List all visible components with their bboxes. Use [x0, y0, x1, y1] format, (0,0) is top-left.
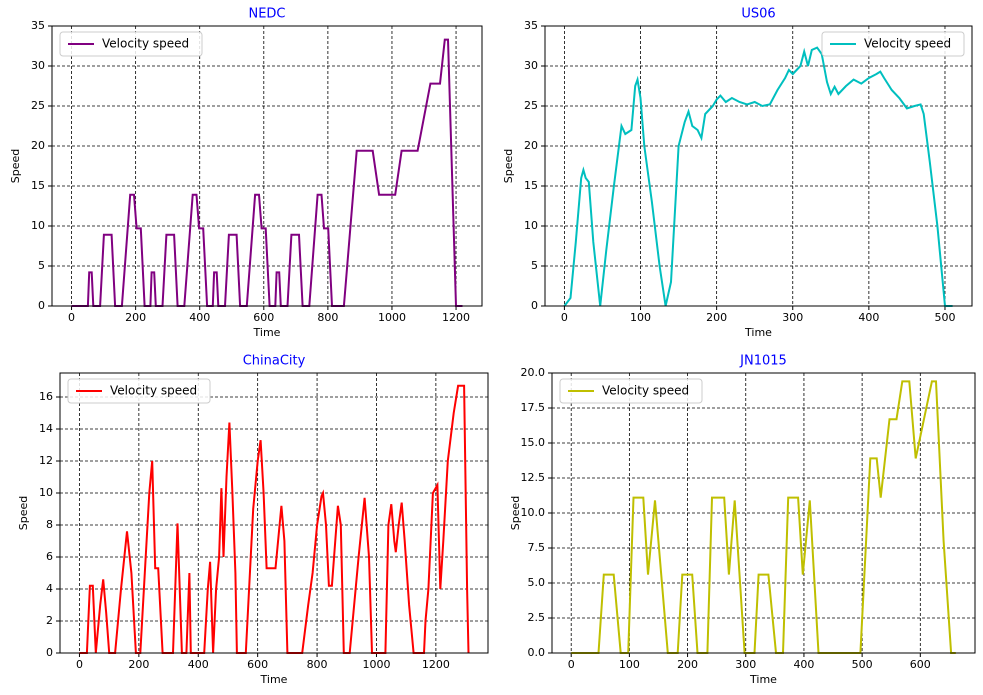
- y-tick-label: 14: [39, 422, 53, 435]
- y-axis-label: Speed: [17, 496, 30, 530]
- plot-frame: [551, 372, 976, 654]
- y-tick-label: 30: [524, 59, 538, 72]
- y-tick-label: 15: [31, 179, 45, 192]
- y-tick-label: 5.0: [528, 576, 546, 589]
- y-tick-label: 2.5: [528, 611, 546, 624]
- legend-label: Velocity speed: [102, 37, 189, 51]
- x-tick-label: 400: [188, 658, 209, 671]
- x-tick-label: 1000: [378, 311, 406, 324]
- y-tick-label: 12.5: [521, 471, 546, 484]
- x-tick-label: 600: [253, 311, 274, 324]
- plot-frame: [59, 372, 489, 654]
- y-tick-label: 0: [38, 299, 45, 312]
- y-tick-label: 30: [31, 59, 45, 72]
- x-tick-label: 200: [128, 658, 149, 671]
- y-tick-label: 0.0: [528, 646, 546, 659]
- y-tick-label: 4: [46, 582, 53, 595]
- x-tick-label: 100: [619, 658, 640, 671]
- plot-frame: [544, 25, 973, 307]
- y-tick-label: 12: [39, 454, 53, 467]
- y-tick-label: 7.5: [528, 541, 546, 554]
- y-tick-label: 8: [46, 518, 53, 531]
- x-tick-label: 300: [735, 658, 756, 671]
- legend-label: Velocity speed: [864, 37, 951, 51]
- y-tick-label: 0: [46, 646, 53, 659]
- y-axis-label: Speed: [509, 496, 522, 530]
- data-line: [571, 380, 956, 654]
- y-tick-label: 20.0: [521, 366, 546, 379]
- y-tick-label: 2: [46, 614, 53, 627]
- y-tick-label: 16: [39, 390, 53, 403]
- x-tick-label: 200: [125, 311, 146, 324]
- legend-box: [59, 31, 203, 57]
- plot-frame: [51, 25, 483, 307]
- x-tick-label: 500: [852, 658, 873, 671]
- y-tick-label: 5: [38, 259, 45, 272]
- y-tick-label: 15: [524, 179, 538, 192]
- x-tick-label: 100: [630, 311, 651, 324]
- data-line: [71, 38, 463, 307]
- y-tick-label: 6: [46, 550, 53, 563]
- x-tick-label: 1200: [442, 311, 470, 324]
- x-tick-label: 200: [706, 311, 727, 324]
- legend-label: Velocity speed: [110, 384, 197, 398]
- y-tick-label: 25: [524, 99, 538, 112]
- x-tick-label: 400: [189, 311, 210, 324]
- y-axis-label: Speed: [502, 149, 515, 183]
- y-tick-label: 25: [31, 99, 45, 112]
- y-tick-label: 15.0: [521, 436, 546, 449]
- x-tick-label: 600: [247, 658, 268, 671]
- x-tick-label: 0: [76, 658, 83, 671]
- y-tick-label: 17.5: [521, 401, 546, 414]
- x-axis-label: Time: [744, 326, 772, 339]
- x-tick-label: 0: [68, 311, 75, 324]
- y-tick-label: 20: [524, 139, 538, 152]
- y-tick-label: 10: [31, 219, 45, 232]
- x-axis-label: Time: [253, 326, 281, 339]
- chart-title: ChinaCity: [243, 354, 306, 369]
- chart-title: NEDC: [248, 7, 285, 22]
- x-tick-label: 800: [317, 311, 338, 324]
- y-tick-label: 35: [524, 19, 538, 32]
- legend-box: [821, 31, 965, 57]
- x-tick-label: 400: [793, 658, 814, 671]
- legend-label: Velocity speed: [602, 384, 689, 398]
- legend-box: [67, 378, 211, 404]
- y-tick-label: 10: [524, 219, 538, 232]
- chart-title: JN1015: [739, 354, 787, 369]
- y-tick-label: 10.0: [521, 506, 546, 519]
- x-tick-label: 800: [307, 658, 328, 671]
- y-tick-label: 35: [31, 19, 45, 32]
- x-tick-label: 1000: [362, 658, 390, 671]
- x-tick-label: 1200: [422, 658, 450, 671]
- legend-box: [559, 378, 703, 404]
- x-tick-label: 400: [858, 311, 879, 324]
- data-line: [563, 46, 953, 307]
- x-tick-label: 500: [934, 311, 955, 324]
- x-tick-label: 300: [782, 311, 803, 324]
- y-tick-label: 0: [531, 299, 538, 312]
- chart-title: US06: [741, 7, 775, 22]
- x-tick-label: 0: [561, 311, 568, 324]
- x-tick-label: 0: [568, 658, 575, 671]
- y-axis-label: Speed: [9, 149, 22, 183]
- y-tick-label: 20: [31, 139, 45, 152]
- x-tick-label: 600: [910, 658, 931, 671]
- data-line: [79, 384, 470, 654]
- y-tick-label: 10: [39, 486, 53, 499]
- y-tick-label: 5: [531, 259, 538, 272]
- x-axis-label: Time: [260, 673, 288, 686]
- x-axis-label: Time: [749, 673, 777, 686]
- x-tick-label: 200: [677, 658, 698, 671]
